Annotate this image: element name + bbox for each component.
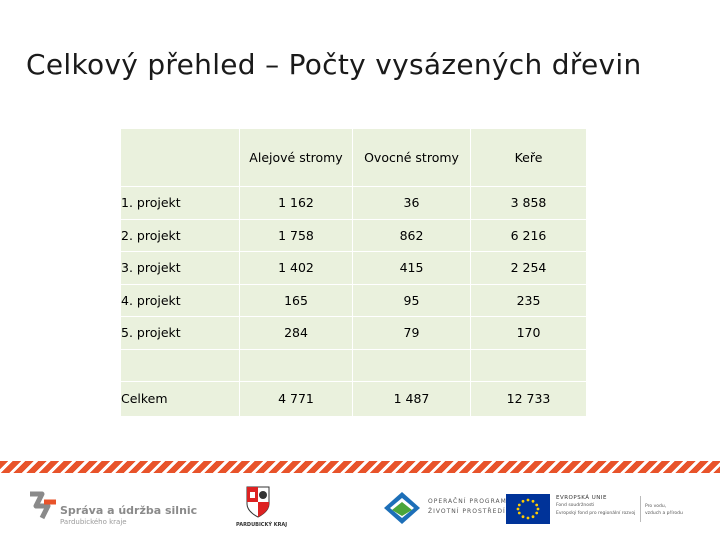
sus-logo-icon bbox=[30, 491, 56, 520]
table-cell: 284 bbox=[239, 316, 353, 350]
table-cell: 415 bbox=[352, 251, 471, 285]
row-label: 3. projekt bbox=[120, 251, 240, 285]
row-label: 4. projekt bbox=[120, 283, 240, 317]
eu-line-2: Fond soudržnosti bbox=[556, 503, 595, 508]
eu-line-1: EVROPSKÁ UNIE bbox=[556, 495, 607, 501]
row-label: 2. projekt bbox=[120, 218, 240, 252]
decorative-stripe bbox=[0, 461, 720, 473]
table-corner-cell bbox=[120, 128, 240, 187]
row-label: 1. projekt bbox=[120, 186, 240, 220]
table-cell-total: 4 771 bbox=[239, 380, 353, 417]
pardubice-coat-of-arms-icon bbox=[246, 486, 270, 518]
row-label-total: Celkem bbox=[120, 380, 240, 417]
table-cell bbox=[239, 348, 353, 382]
pardubice-region-label: PARDUBICKÝ KRAJ bbox=[236, 522, 288, 528]
table-cell-total: 12 733 bbox=[470, 380, 587, 417]
table-cell: 2 254 bbox=[470, 251, 587, 285]
table-cell-total: 1 487 bbox=[352, 380, 471, 417]
table-cell: 1 758 bbox=[239, 218, 353, 252]
op-line-1: OPERAČNÍ PROGRAM bbox=[428, 498, 507, 505]
table-cell: 36 bbox=[352, 186, 471, 220]
table-row: 4. projekt 165 95 235 bbox=[120, 283, 587, 317]
table-cell: 79 bbox=[352, 316, 471, 350]
table-header-row: Alejové stromy Ovocné stromy Keře bbox=[120, 128, 587, 187]
plantings-table: Alejové stromy Ovocné stromy Keře 1. pro… bbox=[120, 128, 587, 417]
eu-slogan-2: vzduch a přírodu bbox=[645, 511, 683, 516]
eu-slogan-1: Pro vodu, bbox=[645, 504, 667, 509]
column-header-ovocne-stromy: Ovocné stromy bbox=[352, 128, 471, 187]
table-row: 5. projekt 284 79 170 bbox=[120, 316, 587, 350]
column-header-kere: Keře bbox=[470, 128, 587, 187]
table-cell: 95 bbox=[352, 283, 471, 317]
page-title: Celkový přehled – Počty vysázených dřevi… bbox=[26, 48, 642, 81]
eu-flag-icon bbox=[506, 494, 550, 524]
table-cell: 3 858 bbox=[470, 186, 587, 220]
table-cell: 862 bbox=[352, 218, 471, 252]
table-row: 2. projekt 1 758 862 6 216 bbox=[120, 218, 587, 252]
table-cell: 170 bbox=[470, 316, 587, 350]
row-label bbox=[120, 348, 240, 382]
row-label: 5. projekt bbox=[120, 316, 240, 350]
table-cell bbox=[470, 348, 587, 382]
footer-divider bbox=[640, 496, 641, 522]
op-environment-logo-icon bbox=[384, 492, 420, 524]
table-cell: 1 402 bbox=[239, 251, 353, 285]
table-cell: 165 bbox=[239, 283, 353, 317]
table-cell: 1 162 bbox=[239, 186, 353, 220]
op-line-2: ŽIVOTNÍ PROSTŘEDÍ bbox=[428, 508, 506, 515]
column-header-alejove-stromy: Alejové stromy bbox=[239, 128, 353, 187]
eu-line-3: Evropský fond pro regionální rozvoj bbox=[556, 511, 636, 516]
table-cell bbox=[352, 348, 471, 382]
table-row: 3. projekt 1 402 415 2 254 bbox=[120, 251, 587, 285]
sus-region: Pardubického kraje bbox=[60, 518, 127, 526]
table-cell: 235 bbox=[470, 283, 587, 317]
table-row: 1. projekt 1 162 36 3 858 bbox=[120, 186, 587, 220]
sus-name: Správa a údržba silnic bbox=[60, 504, 198, 517]
table-total-row: Celkem 4 771 1 487 12 733 bbox=[120, 380, 587, 417]
table-cell: 6 216 bbox=[470, 218, 587, 252]
footer-logos: Správa a údržba silnic Pardubického kraj… bbox=[0, 476, 720, 540]
table-row-empty bbox=[120, 348, 587, 382]
